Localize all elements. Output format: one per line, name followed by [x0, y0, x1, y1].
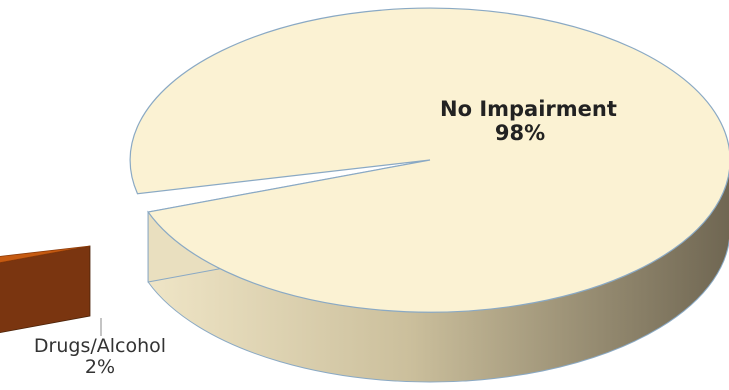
pie-slice-face-drugs-alcohol	[0, 245, 91, 334]
pie-slice-drugs-alcohol	[0, 245, 91, 264]
data-label-no-impairment: No Impairment 98%	[440, 97, 617, 145]
pie-slice-no-impairment	[129, 7, 729, 313]
data-label-drugs-alcohol: Drugs/Alcohol 2%	[33, 335, 167, 379]
